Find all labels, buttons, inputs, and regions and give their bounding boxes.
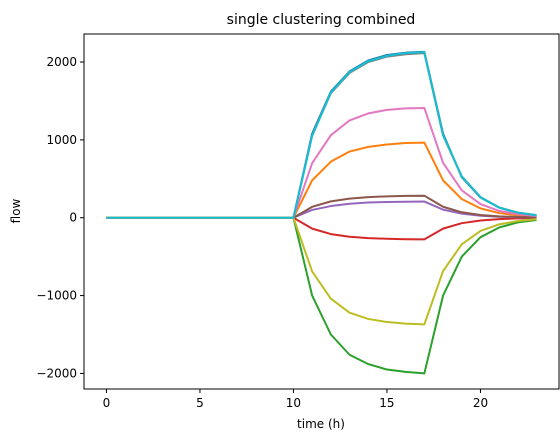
x-tick-label: 0 (103, 396, 111, 410)
x-tick-label: 10 (286, 396, 301, 410)
x-tick-label: 5 (196, 396, 204, 410)
plot-frame (83, 33, 560, 390)
y-axis-label: flow (9, 198, 23, 223)
y-tick-label: 0 (69, 211, 77, 225)
x-ticks: 0 5 10 15 20 (103, 389, 488, 410)
y-ticks: −2000 −1000 0 1000 2000 (36, 55, 84, 380)
x-axis-label: time (h) (297, 417, 345, 431)
series-layer (106, 50, 537, 375)
y-tick-label: 1000 (46, 133, 77, 147)
y-tick-label: 2000 (46, 55, 77, 69)
y-tick-label: −1000 (36, 289, 77, 303)
y-tick-label: −2000 (36, 366, 77, 380)
series-line-9 (106, 51, 537, 219)
chart-title: single clustering combined (227, 12, 416, 28)
x-tick-label: 15 (379, 396, 394, 410)
x-tick-label: 20 (473, 396, 488, 410)
